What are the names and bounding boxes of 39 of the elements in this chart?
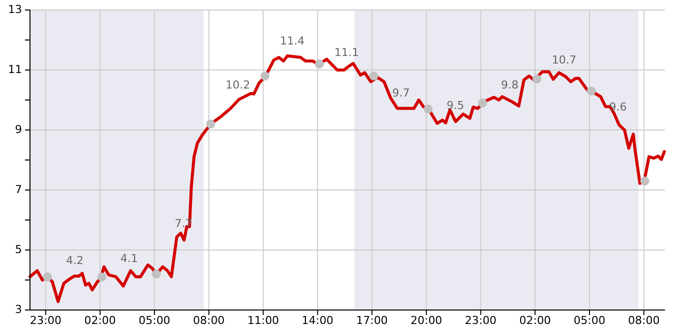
point xyxy=(206,120,216,128)
point xyxy=(424,104,433,114)
y-tick-label: 7 xyxy=(15,183,22,196)
y-tick-label: 9 xyxy=(15,123,22,136)
y-tick-label: 3 xyxy=(15,303,22,316)
x-tick-label: 05:00 xyxy=(574,314,606,327)
x-tick-label: 20:00 xyxy=(410,314,442,327)
x-tick-label: 02:00 xyxy=(519,314,551,327)
annotation: 4.2 xyxy=(66,254,84,268)
x-tick-label: 02:00 xyxy=(84,314,116,327)
point xyxy=(532,74,542,84)
annotation: 9.5 xyxy=(446,98,464,112)
x-tick-label: 14:00 xyxy=(302,314,334,327)
annotation: 9.7 xyxy=(392,86,410,100)
x-tick-label: 05:00 xyxy=(138,314,170,327)
y-tick-label: 5 xyxy=(15,243,22,256)
point xyxy=(640,176,650,186)
annotation: 4.1 xyxy=(120,252,138,265)
annotation: 11.1 xyxy=(334,46,359,59)
point xyxy=(586,86,596,96)
point xyxy=(152,270,161,278)
y-tick-label: 11 xyxy=(8,63,22,76)
point xyxy=(260,72,270,80)
x-tick-label: 08:00 xyxy=(192,314,225,327)
x-tick-label: 11:00 xyxy=(247,314,280,327)
point xyxy=(97,272,106,282)
annotation: 10.2 xyxy=(226,78,250,92)
x-tick-label: 23:00 xyxy=(464,314,497,327)
point xyxy=(314,60,324,68)
point xyxy=(369,72,378,80)
annotation: 11.4 xyxy=(280,34,304,48)
y-tick-label: 13 xyxy=(8,3,22,16)
x-tick-label: 08:00 xyxy=(628,314,660,327)
point xyxy=(43,272,52,282)
annotation: 10.7 xyxy=(552,54,576,67)
annotation: 9.8 xyxy=(500,78,518,92)
x-tick-label: 17:00 xyxy=(356,314,388,327)
point xyxy=(478,98,488,108)
x-tick-label: 23:00 xyxy=(30,314,62,327)
